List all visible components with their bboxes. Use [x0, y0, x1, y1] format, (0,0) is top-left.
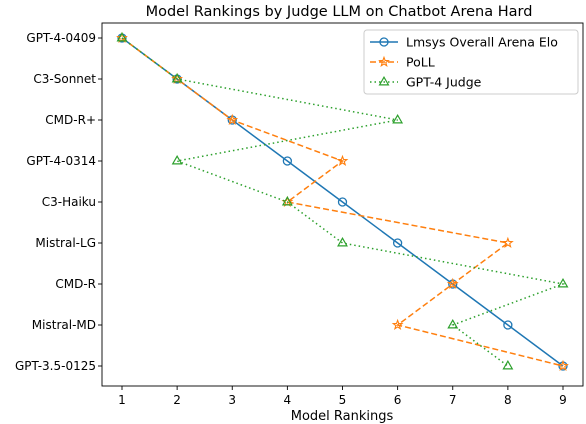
y-tick-label: CMD-R	[55, 277, 96, 291]
y-tick-label: C3-Haiku	[42, 195, 96, 209]
legend-marker	[379, 37, 389, 47]
series-line	[121, 37, 564, 367]
data-point	[392, 113, 404, 124]
x-tick-label: 9	[559, 393, 567, 407]
data-point	[171, 72, 184, 85]
y-tick-label: Mistral-LG	[35, 236, 96, 250]
x-tick-label: 2	[173, 393, 181, 407]
legend-label: Lmsys Overall Arena Elo	[406, 35, 558, 50]
data-point	[281, 195, 293, 206]
data-point	[116, 31, 128, 42]
data-point	[337, 197, 348, 207]
x-tick-label: 1	[118, 393, 126, 407]
x-tick-label: 7	[449, 393, 457, 407]
x-tick-label: 3	[228, 393, 236, 407]
x-tick-label: 5	[339, 393, 347, 407]
y-axis: GPT-4-0409 C3-Sonnet CMD-R+ GPT-4-0314 C3-Ha…	[15, 31, 102, 373]
data-point	[282, 156, 293, 166]
legend-box	[363, 29, 579, 95]
legend-label: GPT-4 Judge	[406, 75, 482, 90]
legend-label: PoLL	[406, 55, 435, 70]
legend-marker	[378, 75, 390, 86]
y-tick-label: Mistral-MD	[32, 318, 96, 332]
x-tick-label: 4	[284, 393, 292, 407]
series-layer	[116, 31, 569, 372]
data-point	[226, 113, 239, 126]
x-axis: 1 2 3 4 5 6 7 8 9	[118, 386, 567, 407]
x-tick-label: 6	[394, 393, 402, 407]
data-point	[116, 31, 128, 44]
chart-title: Model Rankings by Judge LLM on Chatbot A…	[146, 4, 533, 20]
data-point	[336, 154, 349, 167]
legend-marker	[378, 55, 390, 68]
data-point	[447, 318, 459, 329]
series-line	[121, 37, 566, 367]
data-point	[557, 277, 569, 288]
data-point	[392, 238, 403, 248]
data-point	[503, 320, 513, 330]
data-point	[171, 72, 183, 83]
data-point	[171, 154, 183, 165]
y-tick-label: CMD-R+	[45, 113, 96, 127]
y-tick-label: GPT-3.5-0125	[15, 359, 96, 373]
y-tick-label: GPT-4-0314	[26, 154, 96, 168]
data-point	[501, 236, 514, 249]
y-tick-label: C3-Sonnet	[33, 72, 96, 86]
data-point	[391, 318, 404, 331]
legend: Lmsys Overall Arena Elo PoLL GPT-4 Judge	[363, 29, 579, 95]
x-tick-label: 8	[504, 393, 512, 407]
data-point	[557, 359, 569, 372]
x-axis-label: Model Rankings	[291, 409, 394, 424]
data-point	[502, 359, 514, 370]
data-point	[337, 236, 348, 247]
y-tick-label: GPT-4-0409	[26, 31, 96, 45]
data-point	[446, 277, 459, 290]
series-3	[116, 31, 569, 370]
